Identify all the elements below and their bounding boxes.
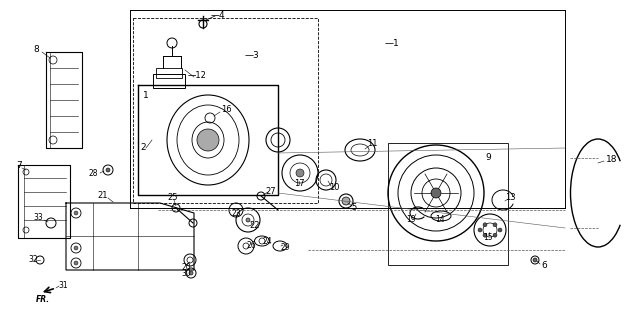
Text: FR.: FR. <box>36 295 50 305</box>
Text: 20: 20 <box>181 263 191 272</box>
Circle shape <box>197 129 219 151</box>
Text: 7: 7 <box>16 160 22 169</box>
Text: —12: —12 <box>188 70 207 79</box>
Circle shape <box>106 168 110 172</box>
Circle shape <box>74 246 78 250</box>
Text: 16: 16 <box>221 106 231 115</box>
Circle shape <box>246 218 250 222</box>
Circle shape <box>74 211 78 215</box>
Text: 24: 24 <box>262 236 272 246</box>
Circle shape <box>483 223 487 227</box>
Text: 17: 17 <box>294 180 304 189</box>
Text: 33: 33 <box>33 213 43 222</box>
Circle shape <box>483 233 487 237</box>
Text: 18: 18 <box>606 155 618 165</box>
Circle shape <box>431 188 441 198</box>
Text: 26: 26 <box>246 241 256 250</box>
Circle shape <box>189 271 193 275</box>
Text: 10: 10 <box>329 183 339 192</box>
Text: 30: 30 <box>181 270 191 278</box>
Circle shape <box>74 261 78 265</box>
Circle shape <box>533 258 537 262</box>
Circle shape <box>493 233 497 237</box>
Circle shape <box>342 197 350 205</box>
Text: —4: —4 <box>211 11 225 19</box>
Text: 27: 27 <box>266 187 276 196</box>
Bar <box>153 74 185 88</box>
Text: 8: 8 <box>33 46 39 55</box>
Text: 21: 21 <box>98 191 108 201</box>
Text: 11: 11 <box>367 139 377 149</box>
Text: 6: 6 <box>541 262 547 271</box>
Text: 31: 31 <box>58 281 68 291</box>
Text: 23: 23 <box>231 210 241 219</box>
Bar <box>156 68 182 78</box>
Circle shape <box>493 223 497 227</box>
Text: 28: 28 <box>88 169 98 179</box>
Text: 19: 19 <box>406 216 416 225</box>
Text: 25: 25 <box>168 194 179 203</box>
Text: 22: 22 <box>250 221 260 231</box>
Bar <box>133 18 318 203</box>
Text: 14: 14 <box>435 216 445 225</box>
Circle shape <box>478 228 482 232</box>
Bar <box>388 143 508 265</box>
Text: 15: 15 <box>483 234 493 242</box>
Text: 5: 5 <box>351 204 356 212</box>
Circle shape <box>498 228 502 232</box>
Text: 32: 32 <box>28 256 38 264</box>
Circle shape <box>296 169 304 177</box>
Text: 2: 2 <box>140 144 146 152</box>
Text: —3: —3 <box>244 51 259 61</box>
Text: —1: —1 <box>385 40 399 48</box>
Text: 13: 13 <box>505 194 515 203</box>
Text: 9: 9 <box>485 153 491 162</box>
Text: 1: 1 <box>143 91 148 100</box>
Text: 29: 29 <box>280 242 290 251</box>
